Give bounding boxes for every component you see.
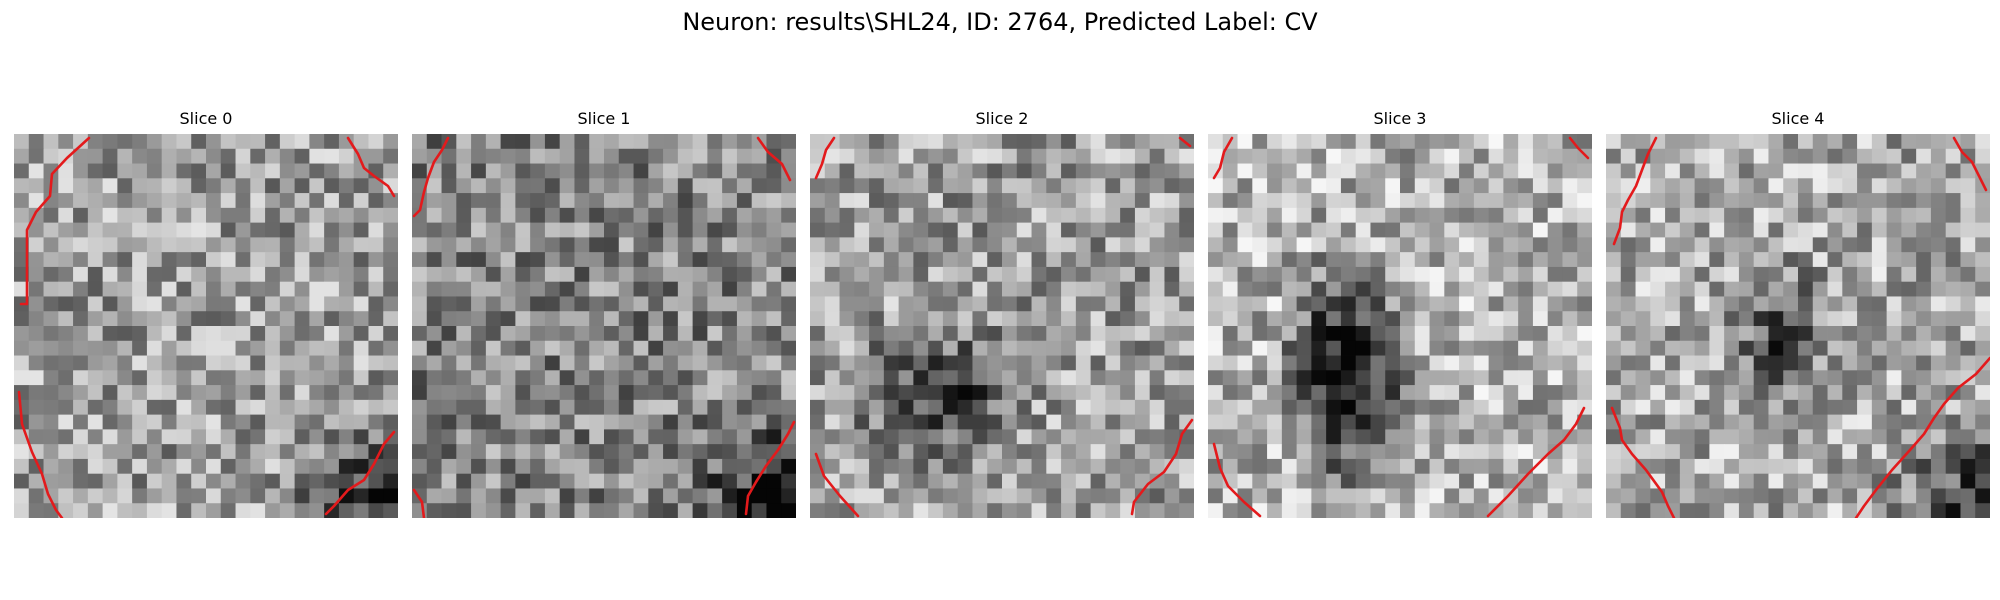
slice-title-1: Slice 1 — [412, 108, 796, 130]
slice-title-0: Slice 0 — [14, 108, 398, 130]
slice-image-2 — [810, 134, 1194, 518]
slice-image-0 — [14, 134, 398, 518]
slice-image-3 — [1208, 134, 1592, 518]
slice-title-3: Slice 3 — [1208, 108, 1592, 130]
figure-title: Neuron: results\SHL24, ID: 2764, Predict… — [0, 6, 2000, 38]
slice-title-4: Slice 4 — [1606, 108, 1990, 130]
slice-image-1 — [412, 134, 796, 518]
slice-image-4 — [1606, 134, 1990, 518]
slice-title-2: Slice 2 — [810, 108, 1194, 130]
